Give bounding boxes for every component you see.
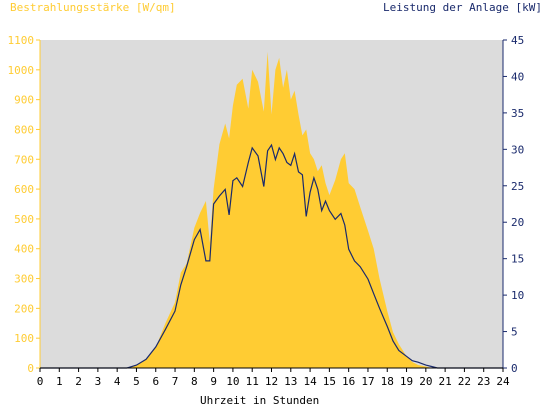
x-tick-label: 5: [133, 375, 140, 388]
y-right-tick-label: 10: [511, 289, 524, 302]
series-irradiance-area: [40, 51, 503, 369]
x-axis-title: Uhrzeit in Stunden: [200, 394, 320, 407]
x-tick-label: 21: [439, 375, 452, 388]
x-tick-label: 6: [152, 375, 159, 388]
series-power-line: [40, 143, 503, 369]
x-tick-label: 10: [226, 375, 239, 388]
x-tick-label: 2: [75, 375, 82, 388]
y-left-tick-label: 400: [14, 243, 34, 256]
y-left-tick-label: 1000: [8, 64, 35, 77]
x-tick-label: 22: [458, 375, 471, 388]
y-right-tick-label: 0: [511, 362, 518, 375]
axes-layer: 0100200300400500600700800900100011000510…: [8, 34, 525, 388]
y-left-tick-label: 800: [14, 123, 34, 136]
x-tick-label: 9: [210, 375, 217, 388]
x-tick-label: 0: [37, 375, 44, 388]
y-right-tick-label: 5: [511, 326, 518, 339]
x-tick-label: 13: [284, 375, 297, 388]
x-tick-label: 18: [381, 375, 394, 388]
x-tick-label: 19: [400, 375, 413, 388]
y-left-tick-label: 300: [14, 273, 34, 286]
y-left-tick-label: 900: [14, 94, 34, 107]
y-left-tick-label: 500: [14, 213, 34, 226]
x-tick-label: 24: [496, 375, 510, 388]
y-right-tick-label: 25: [511, 180, 524, 193]
y-right-tick-label: 35: [511, 107, 524, 120]
y-right-tick-label: 15: [511, 253, 524, 266]
x-tick-label: 14: [303, 375, 317, 388]
y-right-tick-label: 30: [511, 143, 524, 156]
y-left-tick-label: 600: [14, 183, 34, 196]
x-tick-label: 23: [477, 375, 490, 388]
x-tick-label: 20: [419, 375, 432, 388]
y-left-tick-label: 700: [14, 153, 34, 166]
y-left-tick-label: 0: [27, 362, 34, 375]
x-tick-label: 1: [56, 375, 63, 388]
y-left-tick-label: 1100: [8, 34, 35, 47]
x-tick-label: 16: [342, 375, 355, 388]
x-tick-label: 3: [95, 375, 102, 388]
left-axis-title: Bestrahlungsstärke [W/qm]: [10, 1, 176, 14]
x-tick-label: 7: [172, 375, 179, 388]
x-tick-label: 8: [191, 375, 198, 388]
x-tick-label: 17: [361, 375, 374, 388]
y-left-tick-label: 200: [14, 302, 34, 315]
x-tick-label: 4: [114, 375, 121, 388]
x-tick-label: 12: [265, 375, 278, 388]
series-layer: [40, 51, 503, 369]
x-tick-label: 11: [246, 375, 259, 388]
y-right-tick-label: 40: [511, 70, 524, 83]
y-left-tick-label: 100: [14, 332, 34, 345]
right-axis-title: Leistung der Anlage [kW]: [383, 1, 542, 14]
y-right-tick-label: 45: [511, 34, 524, 47]
y-right-tick-label: 20: [511, 216, 524, 229]
x-tick-label: 15: [323, 375, 336, 388]
